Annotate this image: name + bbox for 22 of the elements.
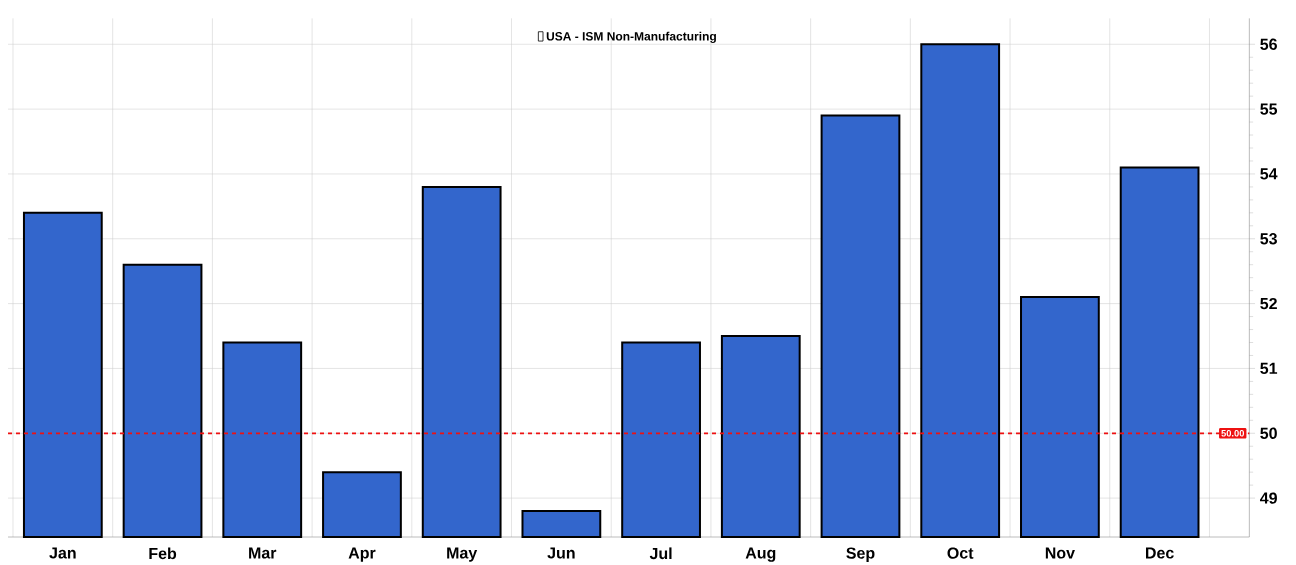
x-tick-label: Oct [947,547,974,559]
y-tick-label: 49 [1260,492,1277,504]
legend-label: USA - ISM Non-Manufacturing [546,31,716,43]
y-tick-label: 54 [1260,168,1278,180]
x-tick-label: Nov [1045,547,1075,559]
x-tick-label: Feb [149,547,177,560]
x-tick-label: Aug [745,547,776,562]
x-tick-label: Mar [249,547,277,559]
x-tick-label: Jul [649,547,672,560]
y-tick-label: 56 [1260,38,1277,50]
x-tick-label: Dec [1146,547,1174,559]
x-tick-label: May [447,547,478,562]
x-tick-label: Sep [846,547,875,562]
y-tick-label: 51 [1260,362,1278,375]
y-tick-label: 50 [1260,427,1277,439]
y-tick-label: 55 [1260,103,1278,115]
x-tick-label: Jun [547,547,575,559]
y-tick-label: 52 [1260,297,1277,310]
x-tick-label: Jan [49,547,76,559]
ref-line-label: 50.00 [1221,429,1245,437]
y-tick-label: 53 [1260,233,1277,245]
x-tick-label: Apr [348,547,376,562]
